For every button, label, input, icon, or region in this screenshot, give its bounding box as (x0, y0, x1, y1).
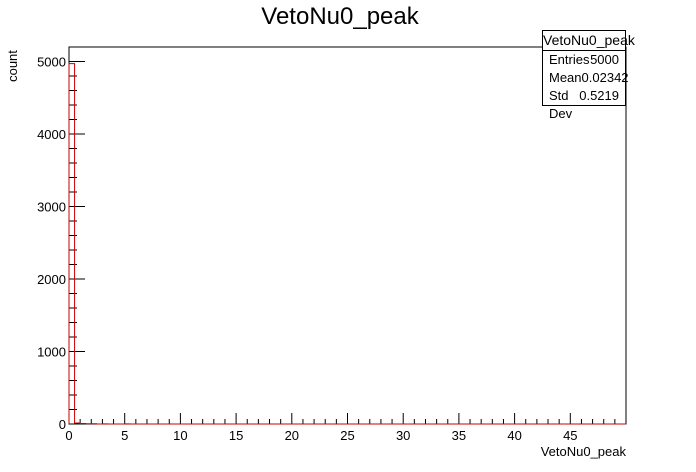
stats-label: Std Dev (549, 88, 573, 121)
stats-box: VetoNu0_peak Entries 5000 Mean 0.02342 S… (542, 30, 635, 121)
x-tick-label: 0 (65, 428, 72, 443)
stats-row-stddev: Std Dev 0.5219 (543, 87, 625, 121)
x-tick-label: 10 (173, 428, 187, 443)
stats-title: VetoNu0_peak (543, 31, 635, 51)
x-tick-label: 20 (285, 428, 299, 443)
x-tick-label: 5 (121, 428, 128, 443)
x-tick-label: 40 (507, 428, 521, 443)
stats-label: Entries (549, 52, 590, 67)
tick-labels: 0 5 10 15 20 25 30 35 40 45 0 1000 2000 3000 4000 5000 (37, 55, 577, 444)
y-tick-label: 0 (59, 417, 66, 432)
stats-value: 0.5219 (579, 88, 619, 103)
x-tick-label: 25 (340, 428, 354, 443)
chart-title: VetoNu0_peak (261, 3, 419, 30)
y-tick-label: 1000 (37, 345, 66, 360)
x-tick-label: 35 (452, 428, 466, 443)
x-axis-label: VetoNu0_peak (541, 444, 627, 459)
x-tick-label: 45 (563, 428, 577, 443)
histogram-bins (68, 63, 626, 425)
y-tick-label: 5000 (37, 55, 66, 70)
y-tick-label: 3000 (37, 200, 66, 215)
stats-row-entries: Entries 5000 (543, 51, 625, 69)
x-tick-label: 15 (229, 428, 243, 443)
axis-ticks (68, 46, 616, 425)
stats-value: 0.02342 (581, 70, 629, 85)
stats-row-mean: Mean 0.02342 (543, 69, 629, 87)
stats-label: Mean (549, 70, 582, 85)
y-axis-label: count (5, 50, 20, 82)
y-tick-label: 4000 (37, 127, 66, 142)
histogram-outline (68, 63, 626, 425)
x-tick-label: 30 (396, 428, 410, 443)
y-tick-label: 2000 (37, 272, 66, 287)
stats-value: 5000 (590, 52, 619, 67)
